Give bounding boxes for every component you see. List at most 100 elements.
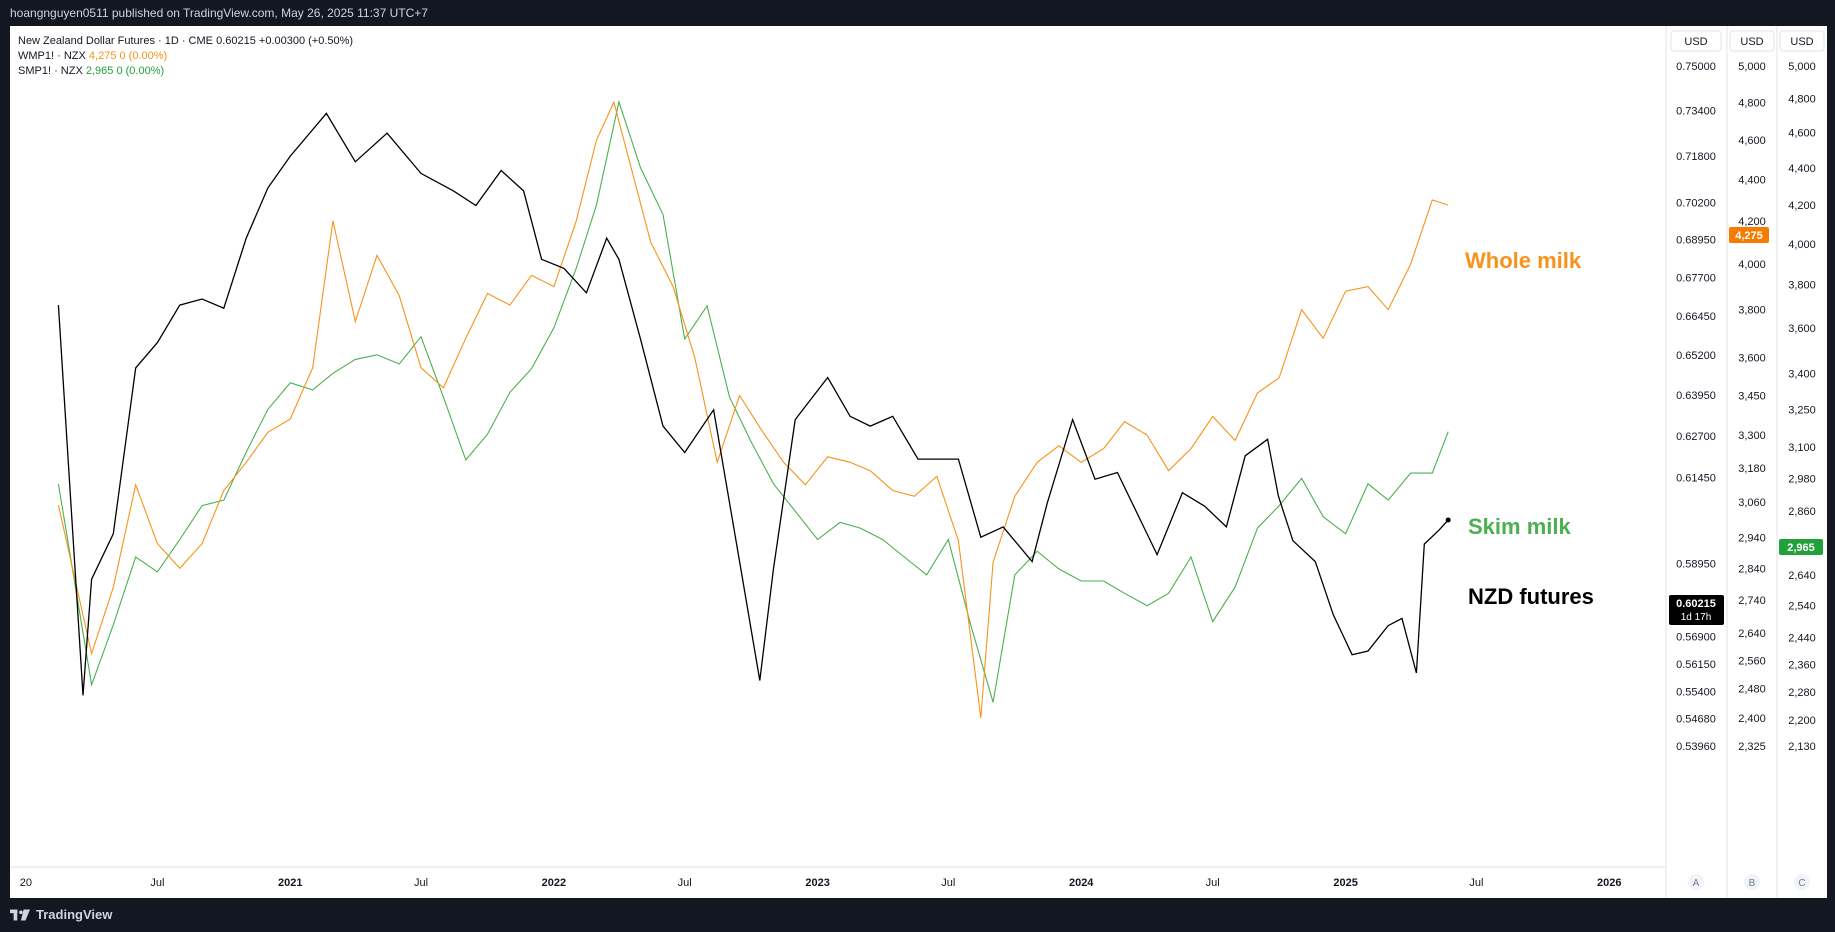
scale-c-tick: 3,100 xyxy=(1788,442,1816,454)
nzd-futures-line xyxy=(57,112,1449,696)
scale-b-tick: 3,600 xyxy=(1738,353,1766,365)
scale-a-tick: 0.63950 xyxy=(1676,390,1716,402)
scale-a-tick: 0.65200 xyxy=(1676,350,1716,362)
scale-a-tick: 0.68950 xyxy=(1676,235,1716,247)
scale-b-button[interactable] xyxy=(1744,874,1760,890)
time-tick: 2022 xyxy=(542,877,566,889)
scale-b-tick: 2,400 xyxy=(1738,713,1766,725)
scale-a-tick: 0.62700 xyxy=(1676,431,1716,443)
whole-milk-line xyxy=(57,100,1449,718)
scale-b-tick: 2,560 xyxy=(1738,656,1766,668)
legend-row-wmp[interactable]: WMP1! · NZX 4,275 0 (0.00%) xyxy=(18,49,353,64)
scale-a-tick: 0.70200 xyxy=(1676,198,1716,210)
scale-a-tick: 0.58950 xyxy=(1676,558,1716,570)
scale-c-tick: 4,400 xyxy=(1788,163,1816,175)
currency-a-box[interactable] xyxy=(1670,30,1722,52)
tradingview-brand[interactable]: TradingView xyxy=(10,907,112,922)
scale-b-tick: 5,000 xyxy=(1738,61,1766,73)
chart-legend: New Zealand Dollar Futures · 1D · CME 0.… xyxy=(18,34,353,79)
time-tick: 20 xyxy=(20,877,32,889)
time-tick: Jul xyxy=(1469,877,1483,889)
legend-wmp-symbol: WMP1! · NZX xyxy=(18,50,86,62)
time-tick: 2024 xyxy=(1069,877,1094,889)
currency-b: USD xyxy=(1740,36,1763,48)
last-price-badge-smp: 2,965 xyxy=(1779,539,1823,555)
scale-c-tick: 2,130 xyxy=(1788,741,1816,753)
time-tick: Jul xyxy=(678,877,692,889)
scale-b-tick: 2,640 xyxy=(1738,628,1766,640)
currency-c-box[interactable] xyxy=(1779,30,1825,52)
scale-c-tick: 5,000 xyxy=(1788,61,1816,73)
legend-nzd-symbol: New Zealand Dollar Futures · 1D · CME xyxy=(18,35,214,47)
scale-c-tick: 4,200 xyxy=(1788,200,1816,212)
scale-c-tick: 2,980 xyxy=(1788,473,1816,485)
scale-a-tick: 0.55400 xyxy=(1676,687,1716,699)
scale-b-tick: 4,800 xyxy=(1738,97,1766,109)
scale-a-tick: 0.56900 xyxy=(1676,631,1716,643)
last-price-badge-nzd: 0.60215 1d 17h xyxy=(1669,595,1724,625)
price-scale-b[interactable]: 5,000 4,800 4,600 4,400 4,200 4,000 3,800 3,600… xyxy=(1738,61,1766,753)
time-scale[interactable]: 20 Jul 2021 Jul 2022 Jul 2023 Jul 2024 Jul 2025 Jul… xyxy=(20,877,1622,889)
nzd-futures-annotation: NZD futures xyxy=(1468,584,1594,609)
last-price-badge-wmp: 4,275 xyxy=(1729,227,1769,243)
price-scale-a[interactable]: 0.75000 0.73400 0.71800 0.70200 0.68950 0.677… xyxy=(1676,61,1716,753)
legend-smp-values: 2,965 0 (0.00%) xyxy=(85,65,165,77)
price-scale-c[interactable]: 5,000 4,800 4,600 4,400 4,200 4,000 3,800 3,600… xyxy=(1788,61,1816,753)
time-tick: Jul xyxy=(150,877,164,889)
skim-milk-annotation: Skim milk xyxy=(1468,514,1571,539)
scale-c-tick: 3,600 xyxy=(1788,323,1816,335)
scale-a-tick: 0.71800 xyxy=(1676,151,1716,163)
scale-b-label: B xyxy=(1749,878,1756,889)
currency-a: USD xyxy=(1684,36,1707,48)
currency-b-box[interactable] xyxy=(1729,30,1775,52)
scale-c-tick: 3,800 xyxy=(1788,280,1816,292)
legend-wmp-values: 4,275 0 (0.00%) xyxy=(88,50,168,62)
scale-c-tick: 2,540 xyxy=(1788,601,1816,613)
series-layer xyxy=(57,99,1451,718)
scale-a-button[interactable] xyxy=(1688,874,1704,890)
scale-b-tick: 4,000 xyxy=(1738,259,1766,271)
scale-a-tick: 0.56150 xyxy=(1676,659,1716,671)
scale-b-tick: 3,300 xyxy=(1738,430,1766,442)
scale-c-tick: 2,440 xyxy=(1788,633,1816,645)
skim-milk-line xyxy=(57,99,1449,703)
time-tick: Jul xyxy=(941,877,955,889)
scale-c-button[interactable] xyxy=(1794,874,1810,890)
scale-b-tick: 2,840 xyxy=(1738,563,1766,575)
scale-c-tick: 3,250 xyxy=(1788,404,1816,416)
scale-b-tick: 4,600 xyxy=(1738,135,1766,147)
scale-b-tick: 3,800 xyxy=(1738,305,1766,317)
currency-c: USD xyxy=(1790,36,1813,48)
time-tick: 2025 xyxy=(1333,877,1357,889)
scale-c-tick: 2,640 xyxy=(1788,570,1816,582)
chart-panel[interactable]: USD USD USD A B C 0.75000 0.73400 0.71800 0… xyxy=(10,26,1827,898)
scale-c-tick: 2,280 xyxy=(1788,687,1816,699)
scale-b-tick: 3,180 xyxy=(1738,463,1766,475)
time-tick: 2021 xyxy=(278,877,302,889)
chart-svg[interactable]: USD USD USD A B C 0.750000.734000.718000… xyxy=(10,26,1827,898)
scale-c-tick: 4,000 xyxy=(1788,239,1816,251)
nzd-last-point xyxy=(1445,517,1451,523)
whole-milk-annotation: Whole milk xyxy=(1465,248,1582,273)
scale-a-tick: 0.54680 xyxy=(1676,714,1716,726)
scale-b-tick: 2,740 xyxy=(1738,595,1766,607)
scale-b-tick: 3,450 xyxy=(1738,391,1766,403)
time-tick: Jul xyxy=(414,877,428,889)
legend-row-nzd[interactable]: New Zealand Dollar Futures · 1D · CME 0.… xyxy=(18,34,353,49)
scale-a-tick: 0.61450 xyxy=(1676,473,1716,485)
scale-c-tick: 3,400 xyxy=(1788,368,1816,380)
scale-a-tick: 0.67700 xyxy=(1676,273,1716,285)
brand-label: TradingView xyxy=(36,907,113,922)
scale-b-tick: 2,940 xyxy=(1738,533,1766,545)
footer-bar: TradingView xyxy=(0,898,1835,932)
scale-c-tick: 2,860 xyxy=(1788,506,1816,518)
time-tick: 2023 xyxy=(805,877,829,889)
scale-c-label: C xyxy=(1798,878,1805,889)
scale-c-tick: 2,360 xyxy=(1788,659,1816,671)
legend-row-smp[interactable]: SMP1! · NZX 2,965 0 (0.00%) xyxy=(18,64,353,79)
scale-b-tick: 2,325 xyxy=(1738,741,1766,753)
time-tick: 2026 xyxy=(1597,877,1621,889)
last-nzd-value: 0.60215 xyxy=(1676,598,1716,610)
scale-c-tick: 4,800 xyxy=(1788,94,1816,106)
scale-a-label: A xyxy=(1693,878,1700,889)
